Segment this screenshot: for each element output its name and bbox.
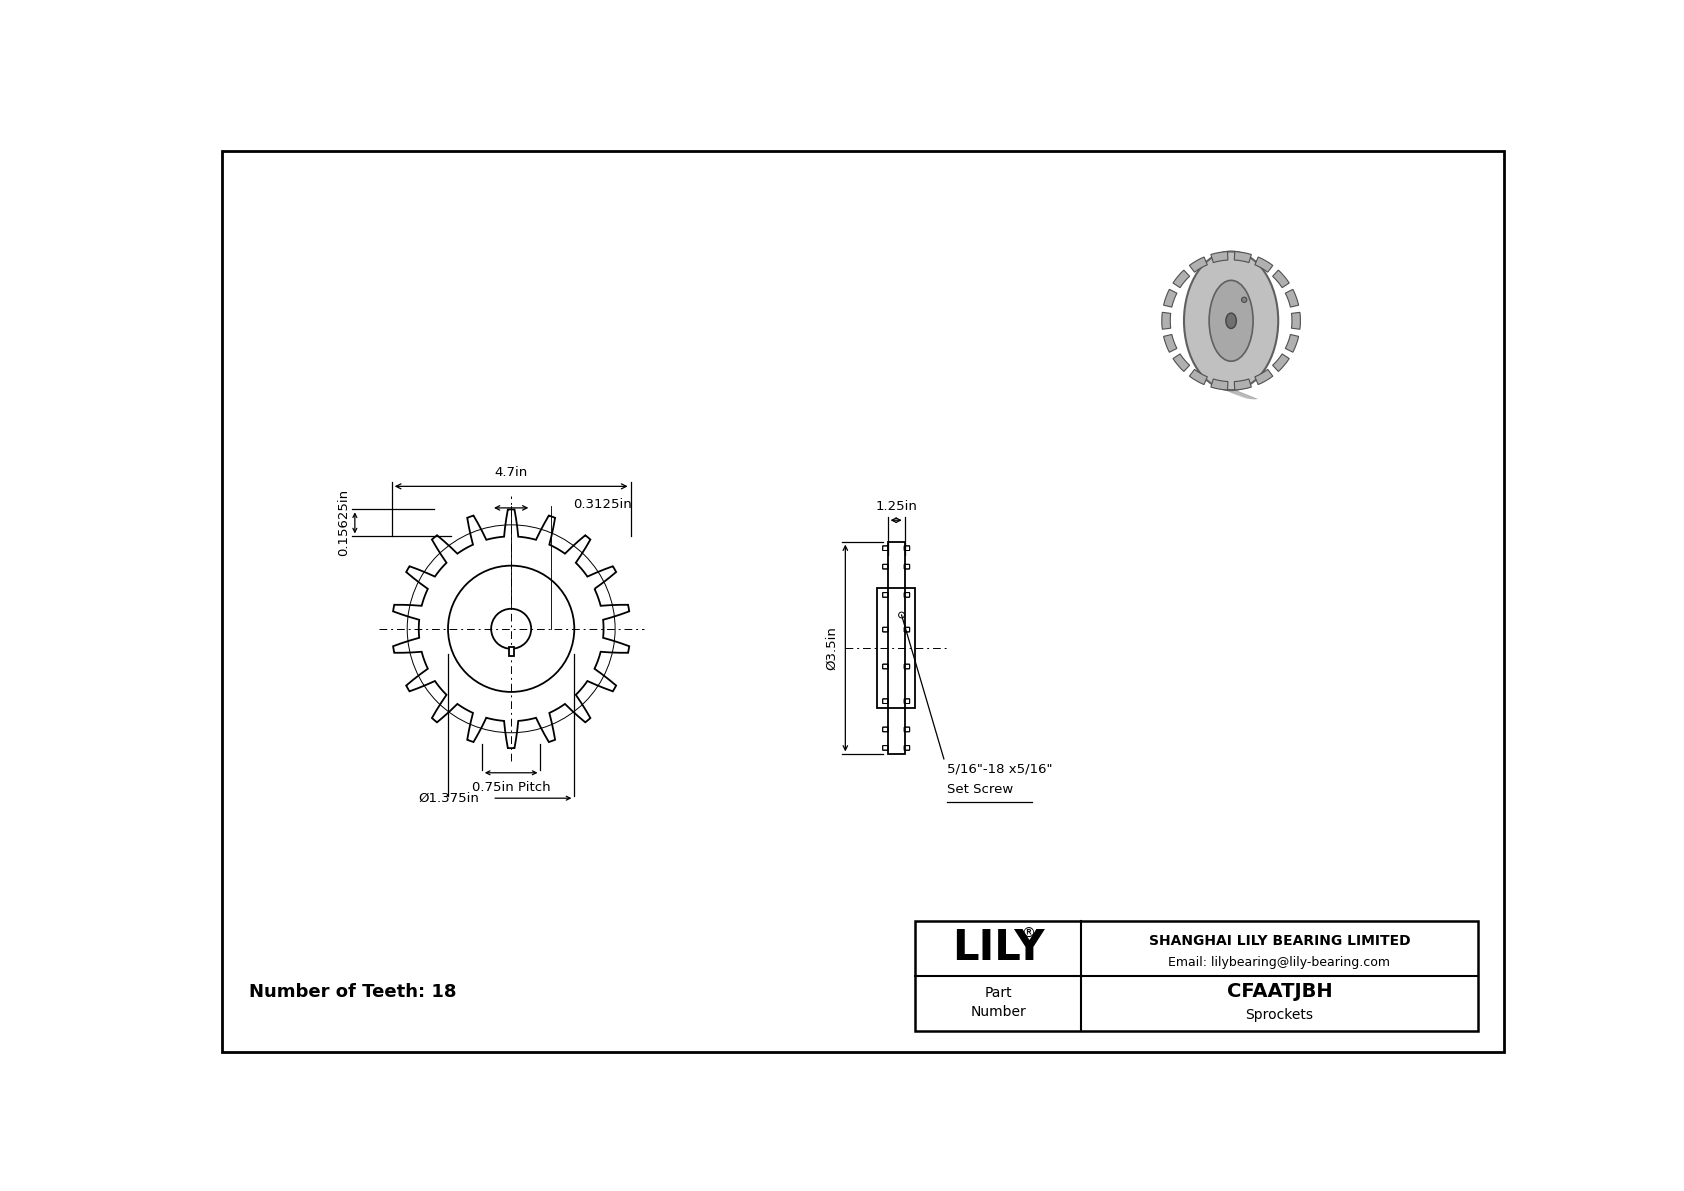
- Text: Set Screw: Set Screw: [946, 782, 1014, 796]
- Polygon shape: [1211, 384, 1238, 395]
- Ellipse shape: [1184, 251, 1278, 391]
- Wedge shape: [1164, 335, 1177, 353]
- Ellipse shape: [1226, 313, 1236, 329]
- Bar: [887, 542, 904, 754]
- Wedge shape: [1285, 335, 1298, 353]
- Bar: [916, 922, 1477, 1030]
- Polygon shape: [1204, 378, 1231, 389]
- Wedge shape: [1234, 379, 1251, 389]
- Text: 5/16"-18 x5/16": 5/16"-18 x5/16": [946, 762, 1052, 775]
- Polygon shape: [1189, 286, 1214, 301]
- Polygon shape: [1219, 252, 1246, 263]
- Polygon shape: [1214, 386, 1243, 397]
- Polygon shape: [1187, 344, 1211, 360]
- Polygon shape: [1196, 272, 1221, 286]
- Polygon shape: [1223, 251, 1250, 262]
- Wedge shape: [1211, 379, 1228, 389]
- Wedge shape: [1292, 312, 1300, 329]
- Wedge shape: [1164, 289, 1177, 307]
- Polygon shape: [1184, 314, 1207, 330]
- Text: Part
Number: Part Number: [970, 985, 1026, 1019]
- Wedge shape: [1273, 270, 1290, 288]
- Polygon shape: [1186, 297, 1209, 312]
- Polygon shape: [1207, 381, 1234, 393]
- Polygon shape: [1186, 332, 1209, 348]
- Polygon shape: [1207, 258, 1234, 270]
- Wedge shape: [1189, 369, 1207, 385]
- Wedge shape: [1162, 312, 1170, 329]
- Text: CFAATJBH: CFAATJBH: [1226, 981, 1332, 1000]
- Polygon shape: [1186, 338, 1209, 354]
- Polygon shape: [1196, 366, 1221, 379]
- Polygon shape: [1204, 261, 1231, 273]
- Wedge shape: [1174, 354, 1189, 372]
- Polygon shape: [1189, 350, 1214, 364]
- Polygon shape: [1187, 292, 1211, 306]
- Wedge shape: [1273, 354, 1290, 372]
- Text: Email: lilybearing@lily-bearing.com: Email: lilybearing@lily-bearing.com: [1169, 956, 1391, 969]
- Bar: [509, 647, 514, 655]
- Ellipse shape: [1209, 280, 1253, 361]
- Wedge shape: [1255, 369, 1273, 385]
- Polygon shape: [1184, 320, 1207, 336]
- Polygon shape: [1228, 389, 1255, 399]
- Polygon shape: [1191, 281, 1216, 295]
- Polygon shape: [1184, 326, 1207, 342]
- Polygon shape: [1192, 276, 1218, 291]
- Polygon shape: [1197, 369, 1224, 384]
- Text: 0.3125in: 0.3125in: [574, 498, 632, 511]
- Text: 1.25in: 1.25in: [876, 499, 918, 512]
- Text: 4.7in: 4.7in: [495, 466, 527, 479]
- Text: LILY: LILY: [951, 927, 1044, 968]
- Text: 0.75in Pitch: 0.75in Pitch: [472, 781, 551, 794]
- Text: SHANGHAI LILY BEARING LIMITED: SHANGHAI LILY BEARING LIMITED: [1148, 934, 1410, 948]
- Text: Ø3.5in: Ø3.5in: [825, 626, 839, 671]
- Wedge shape: [1285, 289, 1298, 307]
- Polygon shape: [1211, 256, 1238, 267]
- Wedge shape: [1189, 257, 1207, 273]
- Polygon shape: [1231, 389, 1258, 399]
- Wedge shape: [1255, 257, 1273, 273]
- Text: Number of Teeth: 18: Number of Teeth: 18: [249, 984, 456, 1002]
- Circle shape: [1241, 297, 1246, 303]
- Polygon shape: [1191, 355, 1216, 369]
- Text: Ø1.375in: Ø1.375in: [419, 792, 480, 805]
- Polygon shape: [1201, 264, 1228, 278]
- Text: Sprockets: Sprockets: [1246, 1009, 1314, 1022]
- Text: ®: ®: [1022, 927, 1036, 941]
- Wedge shape: [1211, 251, 1228, 263]
- Wedge shape: [1234, 251, 1251, 263]
- Polygon shape: [1219, 388, 1246, 398]
- Polygon shape: [1201, 374, 1228, 387]
- Bar: [877, 588, 916, 709]
- Text: 0.15625in: 0.15625in: [337, 490, 350, 556]
- Polygon shape: [1197, 268, 1224, 281]
- Polygon shape: [1214, 254, 1243, 264]
- Polygon shape: [1186, 303, 1209, 318]
- Polygon shape: [1223, 389, 1250, 399]
- Polygon shape: [1192, 361, 1218, 375]
- Wedge shape: [1174, 270, 1189, 288]
- Polygon shape: [1184, 308, 1207, 324]
